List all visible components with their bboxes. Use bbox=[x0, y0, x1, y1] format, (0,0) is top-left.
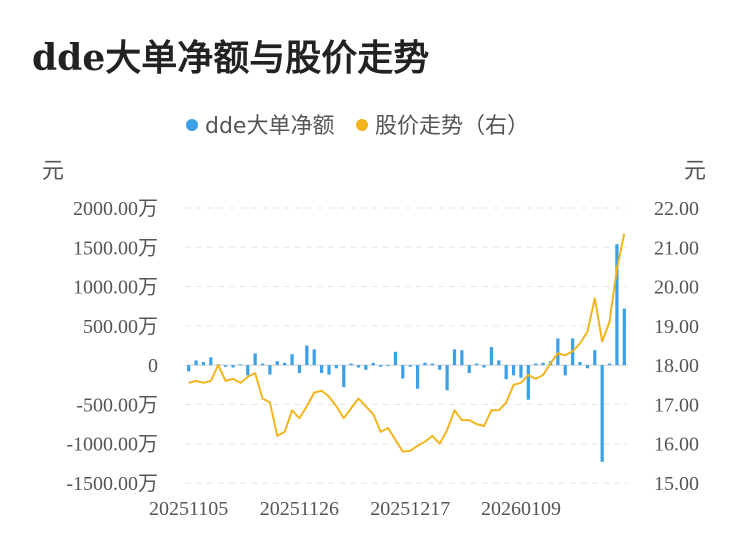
dde-bar bbox=[497, 360, 501, 366]
dde-bar bbox=[593, 350, 597, 366]
dde-bar bbox=[201, 362, 206, 366]
dde-bar bbox=[475, 363, 479, 366]
dde-bar bbox=[534, 363, 538, 366]
dde-bar bbox=[319, 365, 324, 373]
dde-bar bbox=[622, 308, 626, 366]
dde-bar bbox=[504, 365, 508, 380]
dde-bar bbox=[224, 365, 228, 367]
x-tick-label: 20251217 bbox=[370, 498, 450, 520]
dde-bar bbox=[187, 365, 191, 372]
legend-label-dde[interactable]: dde大单净额 bbox=[205, 114, 334, 139]
dde-bar bbox=[275, 361, 279, 366]
dde-bar bbox=[430, 363, 434, 366]
dde-bar bbox=[519, 365, 523, 378]
left-tick-label: 1500.00万 bbox=[73, 237, 158, 259]
dde-bars bbox=[187, 244, 626, 462]
dde-bar bbox=[438, 365, 442, 370]
dde-bar bbox=[349, 363, 353, 366]
dde-bar bbox=[379, 365, 383, 367]
dde-bar bbox=[260, 363, 265, 366]
dde-bar bbox=[445, 365, 449, 391]
left-tick-label: -500.00万 bbox=[76, 394, 158, 416]
dde-bar bbox=[283, 362, 287, 366]
dde-bar bbox=[297, 365, 302, 373]
left-tick-label: -1000.00万 bbox=[66, 434, 158, 456]
left-tick-label: 2000.00万 bbox=[73, 198, 158, 220]
dde-bar bbox=[452, 349, 457, 366]
right-tick-label: 17.00 bbox=[654, 394, 699, 416]
right-tick-label: 19.00 bbox=[654, 316, 699, 338]
dde-bar bbox=[231, 365, 235, 368]
dde-bar bbox=[194, 360, 198, 366]
dde-bar bbox=[342, 365, 346, 388]
left-tick-label: 500.00万 bbox=[83, 316, 158, 338]
dde-bar bbox=[312, 349, 316, 366]
legend: dde大单净额 股价走势（右） bbox=[186, 114, 529, 139]
right-tick-label: 15.00 bbox=[654, 473, 699, 495]
dde-bar bbox=[511, 365, 516, 376]
dde-bar bbox=[246, 365, 250, 376]
dde-bar bbox=[327, 365, 331, 375]
right-axis-ticks: 22.00 21.00 20.00 19.00 18.00 17.00 16.00 15.00 bbox=[654, 198, 699, 495]
dde-bar bbox=[334, 365, 338, 369]
right-tick-label: 18.00 bbox=[654, 355, 699, 377]
dde-bar bbox=[423, 362, 427, 366]
price-line-layer bbox=[188, 233, 626, 453]
right-tick-label: 22.00 bbox=[654, 198, 699, 220]
dde-bar bbox=[393, 351, 398, 366]
dde-bar bbox=[607, 363, 612, 366]
legend-swatch-dde bbox=[186, 119, 198, 131]
dde-bar bbox=[541, 362, 545, 366]
dde-bar bbox=[600, 365, 604, 462]
right-tick-label: 16.00 bbox=[654, 434, 699, 456]
x-axis-ticks: 20251105 20251126 20251217 20260109 bbox=[149, 498, 561, 520]
dde-bar bbox=[563, 365, 567, 376]
dde-bar bbox=[578, 362, 582, 366]
left-axis-ticks: 2000.00万 1500.00万 1000.00万 500.00万 0 -500.00万… bbox=[66, 198, 158, 495]
right-axis-unit: 元 bbox=[684, 159, 706, 184]
right-tick-label: 20.00 bbox=[654, 277, 699, 299]
x-tick-label: 20251105 bbox=[149, 498, 228, 520]
grid-lines bbox=[185, 207, 628, 484]
dde-bar bbox=[209, 357, 213, 366]
dde-bar bbox=[364, 365, 368, 370]
dde-bar bbox=[290, 354, 294, 366]
dde-bar bbox=[585, 365, 589, 369]
dde-bar bbox=[253, 353, 257, 366]
dde-bar bbox=[467, 365, 471, 373]
left-tick-label: 0 bbox=[148, 355, 158, 377]
dde-bar bbox=[371, 362, 375, 366]
dde-bar bbox=[556, 338, 560, 366]
dde-bar bbox=[482, 365, 486, 368]
dde-bar bbox=[238, 364, 242, 366]
dde-bar bbox=[615, 244, 619, 366]
legend-label-price[interactable]: 股价走势（右） bbox=[375, 114, 529, 139]
dde-bar bbox=[408, 365, 412, 367]
legend-swatch-price bbox=[356, 119, 368, 131]
x-tick-label: 20251126 bbox=[260, 498, 339, 520]
left-axis-unit: 元 bbox=[42, 159, 64, 184]
left-tick-label: -1500.00万 bbox=[66, 473, 158, 495]
right-tick-label: 21.00 bbox=[654, 237, 699, 259]
dde-bar bbox=[489, 347, 494, 366]
dde-bar bbox=[460, 350, 464, 366]
dde-bar bbox=[305, 345, 309, 366]
left-tick-label: 1000.00万 bbox=[73, 277, 158, 299]
dde-bar bbox=[526, 365, 530, 400]
dde-bar bbox=[356, 365, 361, 368]
price-line bbox=[188, 233, 626, 453]
dde-bar bbox=[386, 365, 390, 367]
dde-bar bbox=[268, 365, 272, 375]
dde-bar bbox=[401, 365, 405, 379]
x-tick-label: 20260109 bbox=[481, 498, 561, 520]
dde-bar bbox=[415, 365, 420, 389]
chart-title: dde大单净额与股价走势 bbox=[32, 37, 429, 79]
